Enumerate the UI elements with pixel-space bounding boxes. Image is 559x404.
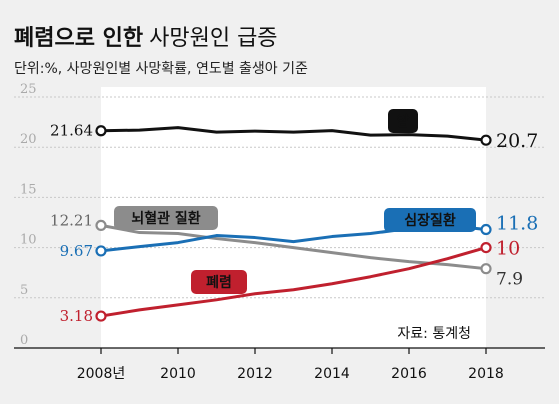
x-tick-label: 2016 bbox=[391, 366, 427, 382]
chart-title-bold: 폐렴으로 인한 bbox=[14, 26, 144, 51]
series-name-label: 뇌혈관 질환 bbox=[131, 210, 200, 227]
data-point bbox=[95, 125, 107, 137]
x-tick-label: 2018 bbox=[468, 366, 504, 382]
data-point bbox=[480, 263, 492, 275]
y-tick-label: 15 bbox=[20, 182, 37, 197]
series-name-label: 심장질환 bbox=[404, 212, 456, 229]
series-badge bbox=[388, 109, 418, 133]
x-tick-label: 2008년 bbox=[77, 366, 126, 382]
y-tick-label: 20 bbox=[20, 132, 37, 147]
y-tick-label: 10 bbox=[20, 233, 37, 248]
series-badge bbox=[384, 208, 476, 232]
y-tick-label: 0 bbox=[20, 333, 28, 348]
end-value-label: 20.7 bbox=[496, 130, 538, 152]
data-point bbox=[95, 310, 107, 322]
data-point bbox=[480, 223, 492, 236]
chart-subtitle: 단위:%, 사망원인별 사망확률, 연도별 출생아 기준 bbox=[14, 61, 308, 77]
data-point bbox=[95, 245, 107, 257]
chart-title: 폐렴으로 인한 사망원인 급증 bbox=[14, 20, 278, 52]
x-tick-label: 2014 bbox=[314, 366, 350, 382]
series-badge bbox=[114, 206, 218, 230]
end-value-label: 11.8 bbox=[496, 213, 538, 235]
source-note: 자료: 통계청 bbox=[397, 326, 471, 342]
data-point bbox=[480, 134, 492, 146]
data-point bbox=[480, 242, 492, 254]
start-value-label: 12.21 bbox=[50, 211, 93, 229]
series-line bbox=[99, 246, 488, 318]
x-tick-label: 2012 bbox=[237, 366, 273, 382]
series-badge bbox=[191, 270, 247, 294]
series-name-label: 암 bbox=[397, 113, 410, 130]
chart-title-normal: 사망원인 급증 bbox=[149, 26, 278, 51]
data-point bbox=[95, 219, 107, 232]
start-value-label: 3.18 bbox=[60, 307, 93, 325]
series-line bbox=[99, 223, 488, 271]
y-tick-label: 5 bbox=[20, 283, 28, 298]
series-name-label: 폐렴 bbox=[206, 275, 232, 291]
start-value-label: 9.67 bbox=[60, 242, 93, 260]
end-value-label: 7.9 bbox=[496, 270, 523, 290]
end-value-label: 10 bbox=[496, 238, 520, 260]
start-value-label: 21.64 bbox=[50, 122, 93, 140]
series-line bbox=[99, 126, 488, 142]
y-tick-label: 25 bbox=[20, 82, 37, 97]
x-tick-label: 2010 bbox=[160, 366, 196, 382]
